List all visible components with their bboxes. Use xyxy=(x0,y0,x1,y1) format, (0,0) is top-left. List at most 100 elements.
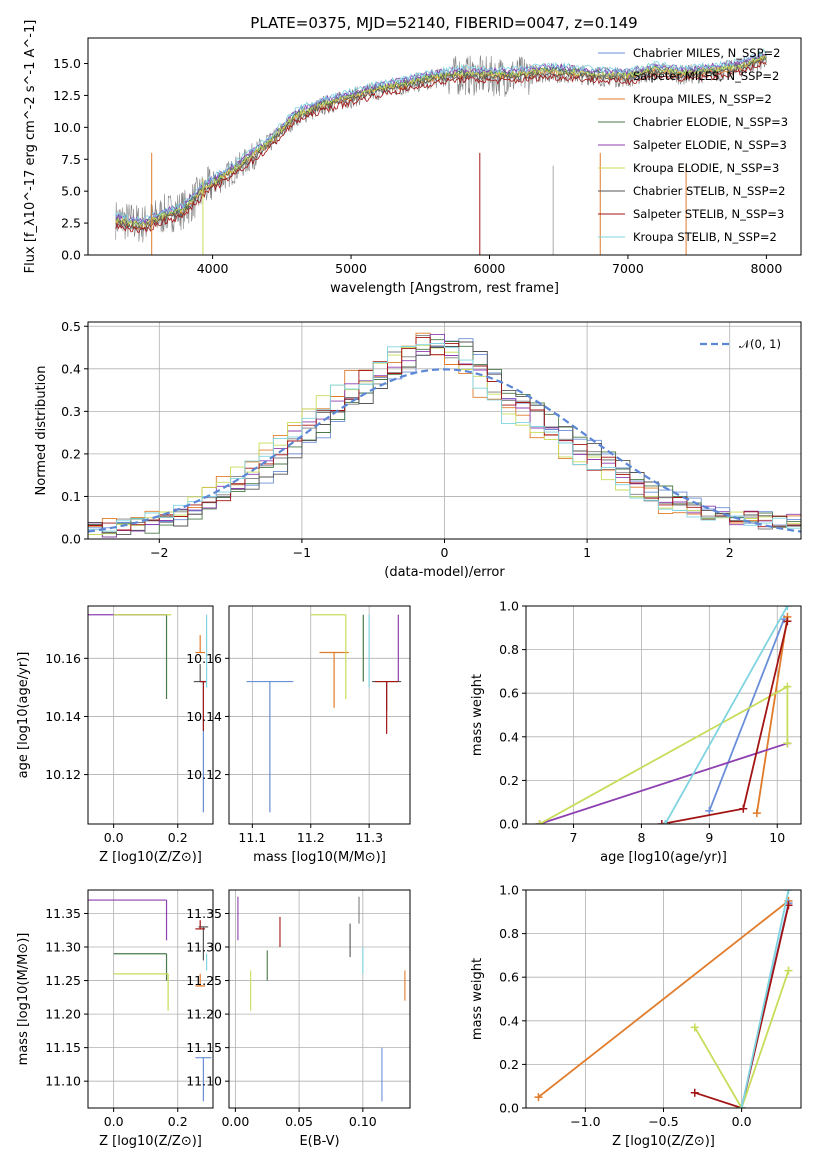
weight-marker xyxy=(739,804,748,813)
x-tick-label: 10 xyxy=(769,830,785,845)
y-axis-label: age [log10(age/yr)] xyxy=(16,652,31,779)
y-tick-label: 0.0 xyxy=(61,532,81,547)
legend-label: Salpeter ELODIE, N_SSP=3 xyxy=(633,138,787,152)
x-tick-label: 0.0 xyxy=(732,1114,752,1129)
y-tick-label: 0.3 xyxy=(61,404,81,419)
plot-area xyxy=(88,614,208,813)
histogram-step xyxy=(88,336,801,531)
weight-marker xyxy=(783,617,792,626)
weight-line xyxy=(537,900,790,1098)
y-tick-label: 0.2 xyxy=(61,446,81,461)
weight-line xyxy=(740,890,790,1108)
y-tick-label: 10.14 xyxy=(45,709,81,724)
x-axis-label: Z [log10(Z/Z⊙)] xyxy=(99,1134,202,1149)
y-tick-label: 0.4 xyxy=(499,729,519,744)
x-tick-label: 7 xyxy=(570,830,578,845)
y-axis-label: mass weight xyxy=(470,958,485,1040)
y-tick-label: 0.2 xyxy=(499,1057,519,1072)
x-tick-label: 6000 xyxy=(474,261,506,276)
legend-label: Kroupa ELODIE, N_SSP=3 xyxy=(633,161,779,175)
y-tick-label: 7.5 xyxy=(61,152,81,167)
axes-frame xyxy=(525,605,802,825)
legend-label: Salpeter STELIB, N_SSP=3 xyxy=(633,207,784,221)
x-axis-label: age [log10(age/yr)] xyxy=(600,850,727,865)
model-line xyxy=(115,53,767,226)
x-tick-label: 0.2 xyxy=(168,830,188,845)
weight-marker xyxy=(783,739,792,748)
axes-frame xyxy=(228,605,411,825)
weight-age-panel: 7 8 9 10 0.0 0.2 0.4 0.6 0.8 1.0 age [log10(age/yr… xyxy=(470,599,802,865)
x-axis-label: Z [log10(Z/Z⊙)] xyxy=(99,850,202,865)
y-tick-label: 0.2 xyxy=(499,773,519,788)
weight-marker xyxy=(690,1023,699,1032)
weight-marker xyxy=(737,1104,746,1108)
legend-label: Chabrier STELIB, N_SSP=2 xyxy=(633,184,785,198)
plot-area xyxy=(237,896,406,1102)
x-tick-label: −2 xyxy=(150,545,168,560)
spectrum-title: PLATE=0375, MJD=52140, FIBERID=0047, z=0… xyxy=(250,14,637,32)
weight-line xyxy=(694,905,790,1108)
x-tick-label: −0.5 xyxy=(648,1114,678,1129)
y-tick-label: 5.0 xyxy=(61,184,81,199)
x-tick-label: 1 xyxy=(583,545,591,560)
y-tick-label: 2.5 xyxy=(61,216,81,231)
x-tick-label: 11.1 xyxy=(238,830,266,845)
y-tick-label: 11.20 xyxy=(186,1007,222,1022)
weight-marker xyxy=(784,966,793,975)
y-tick-label: 11.30 xyxy=(186,940,222,955)
x-tick-label: 0.05 xyxy=(285,1114,313,1129)
x-tick-label: 4000 xyxy=(197,261,229,276)
weight-marker xyxy=(705,806,714,815)
legend-label: Kroupa MILES, N_SSP=2 xyxy=(633,92,772,106)
x-tick-label: −1.0 xyxy=(570,1114,600,1129)
plot-area xyxy=(535,606,792,824)
weight-marker xyxy=(661,820,670,824)
weight-z-panel: −1.0 −0.5 0.0 0.0 0.2 0.4 0.6 0.8 1.0 Z [log10(Z/… xyxy=(470,883,802,1149)
x-tick-label: 0.0 xyxy=(104,830,124,845)
weight-marker xyxy=(784,890,793,894)
x-axis-label: mass [log10(M/M⊙)] xyxy=(253,850,386,865)
weight-marker xyxy=(657,820,666,824)
weight-marker xyxy=(534,1093,543,1102)
model-line xyxy=(115,54,767,228)
y-tick-label: 10.0 xyxy=(53,120,81,135)
x-axis-label: E(B-V) xyxy=(299,1134,339,1149)
y-tick-label: 11.25 xyxy=(45,973,81,988)
x-tick-label: 8 xyxy=(637,830,645,845)
legend-label: Chabrier ELODIE, N_SSP=3 xyxy=(633,115,788,129)
axes-frame xyxy=(228,889,411,1109)
x-tick-label: 0 xyxy=(441,545,449,560)
y-tick-label: 0.6 xyxy=(499,970,519,985)
mass-ebv-panel: 0.00 0.05 0.10 11.10 11.15 11.20 11.25 11.30 11.… xyxy=(186,889,411,1149)
y-tick-label: 10.12 xyxy=(186,767,222,782)
y-tick-label: 15.0 xyxy=(53,56,81,71)
weight-line xyxy=(756,616,789,814)
weight-marker xyxy=(690,1088,699,1097)
y-tick-label: 11.15 xyxy=(186,1040,222,1055)
axes-frame xyxy=(87,889,214,1109)
y-tick-label: 0.0 xyxy=(499,817,519,832)
x-axis-label: wavelength [Angstrom, rest frame] xyxy=(330,281,559,296)
legend-label: Kroupa STELIB, N_SSP=2 xyxy=(633,230,777,244)
legend-label: Salpeter MILES, N_SSP=2 xyxy=(633,69,779,83)
x-tick-label: 0.0 xyxy=(104,1114,124,1129)
gaussian-curve xyxy=(88,368,801,533)
mass-z-panel: 0.0 0.2 11.10 11.15 11.20 11.25 11.30 11.35 Z [l… xyxy=(16,889,214,1149)
plot-area xyxy=(88,899,212,1102)
y-tick-label: 0.6 xyxy=(499,686,519,701)
x-tick-label: −1 xyxy=(293,545,311,560)
plot-area xyxy=(534,890,793,1108)
y-tick-label: 11.15 xyxy=(45,1040,81,1055)
y-tick-label: 11.10 xyxy=(45,1074,81,1089)
y-tick-label: 0.1 xyxy=(61,489,81,504)
weight-marker xyxy=(783,606,792,610)
y-axis-label: mass weight xyxy=(470,674,485,756)
y-tick-label: 0.8 xyxy=(499,926,519,941)
y-tick-label: 10.12 xyxy=(45,767,81,782)
plot-area xyxy=(115,48,767,255)
weight-marker xyxy=(752,809,761,818)
y-tick-label: 0.8 xyxy=(499,642,519,657)
y-tick-label: 10.14 xyxy=(186,709,222,724)
legend-label: Chabrier MILES, N_SSP=2 xyxy=(633,46,780,60)
plot-area xyxy=(88,332,801,538)
